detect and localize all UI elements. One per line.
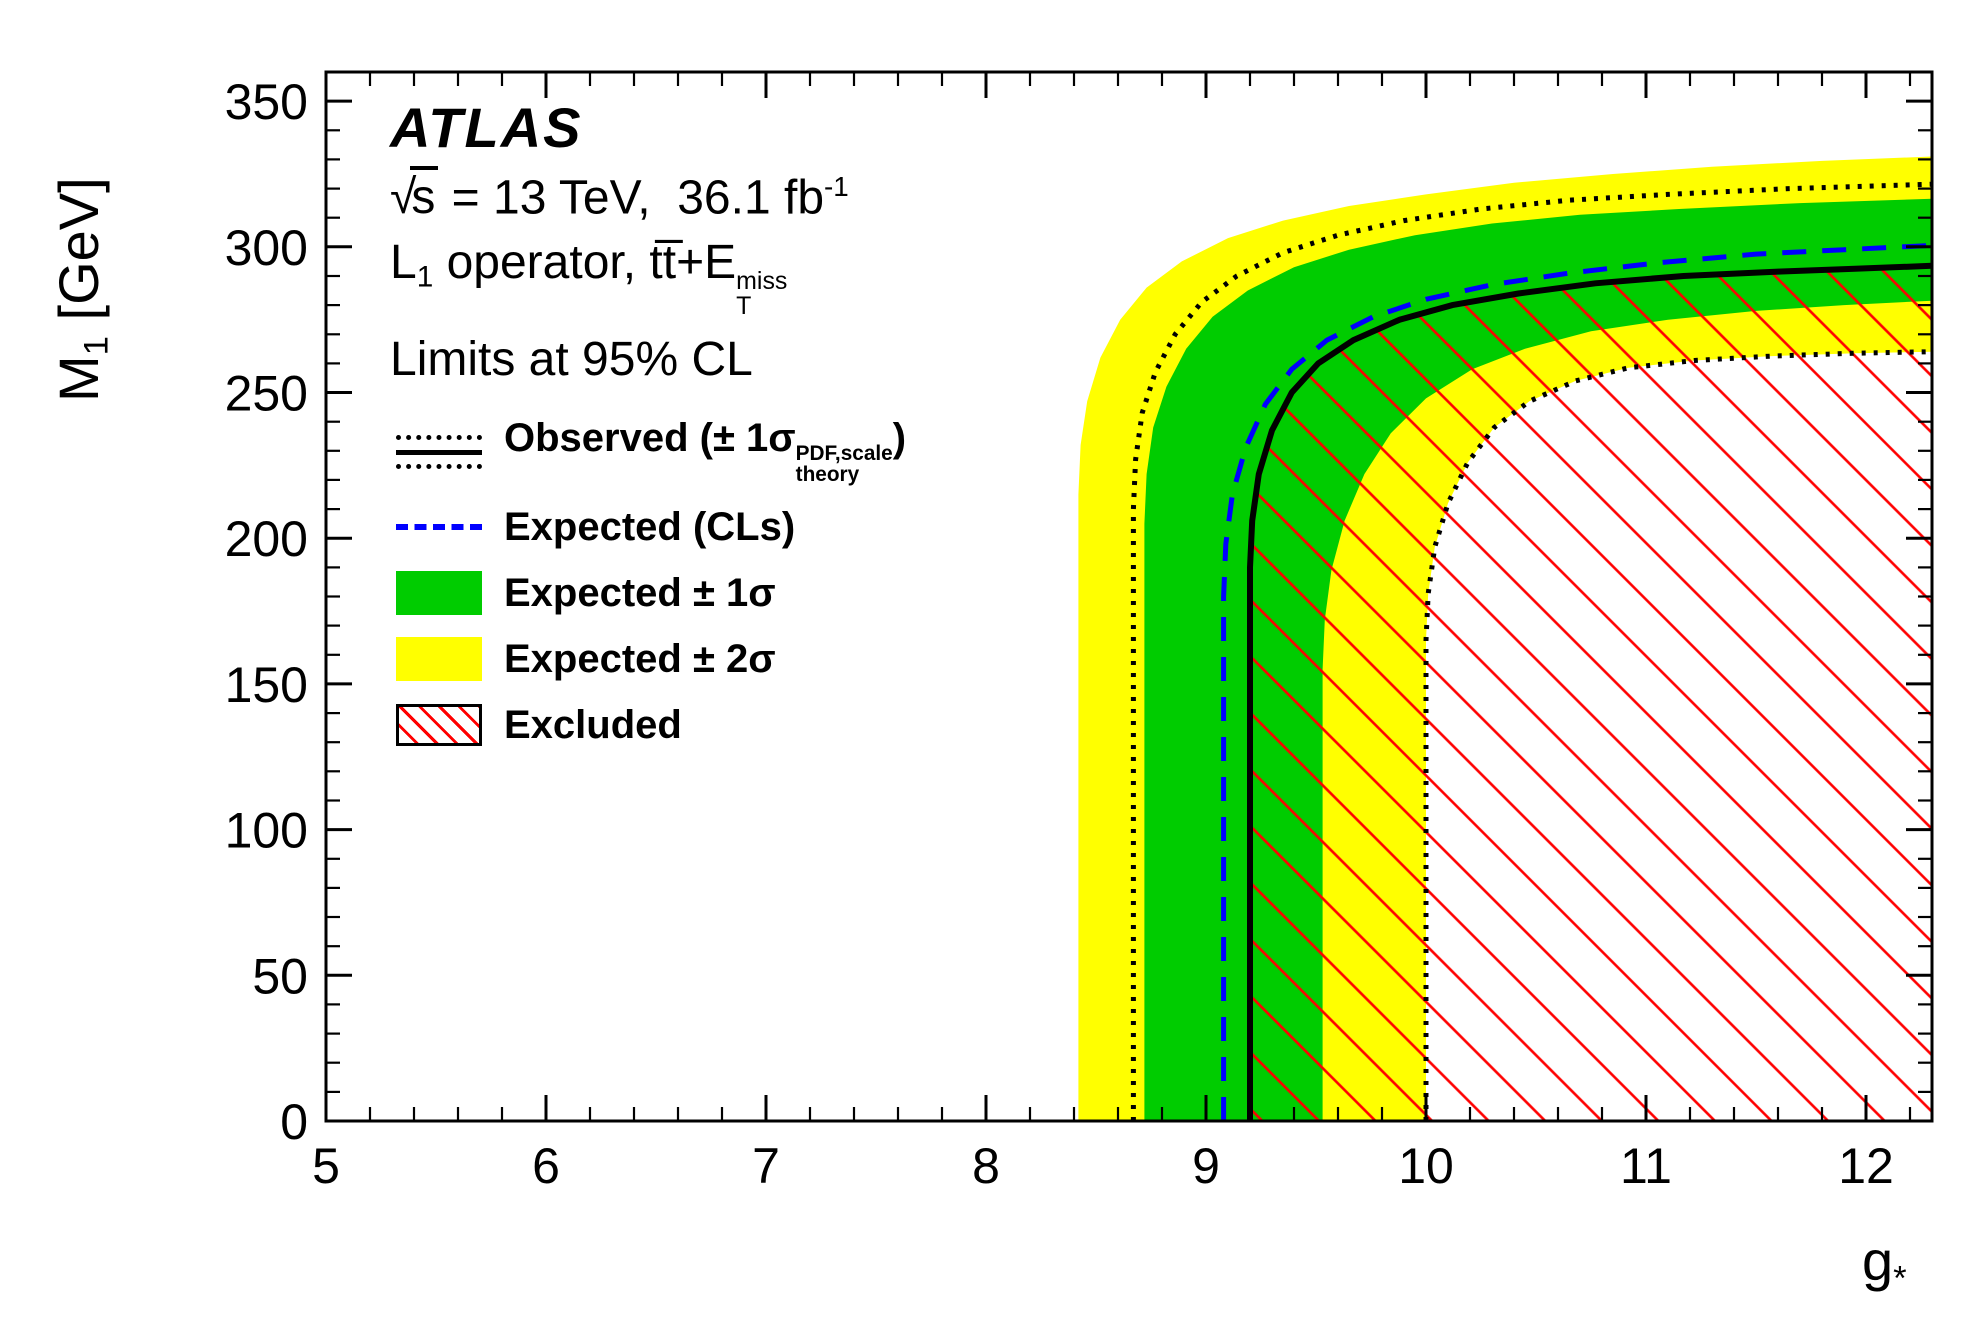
x-axis-label: g* (1862, 1228, 1907, 1299)
major-ticks (324, 72, 1932, 1123)
y-tick-labels: 0 50 100 150 200 250 300 350 (225, 74, 308, 1150)
minor-ticks (326, 72, 1932, 1121)
legend-observed-stack: PDF,scale theory (795, 442, 893, 486)
svg-text:350: 350 (225, 74, 308, 130)
excluded-region (1250, 265, 1932, 1121)
legend-observed-post: ) (892, 416, 907, 461)
x-axis-label-sub: * (1893, 1259, 1907, 1298)
expected-line-marker (396, 524, 482, 530)
svg-text:0: 0 (280, 1094, 308, 1150)
sqrt-symbol: √ (390, 171, 417, 225)
operator-subscript: 1 (416, 260, 434, 294)
excluded-marker (396, 704, 482, 746)
operator-name: L (390, 236, 417, 290)
legend-observed-sub: theory (795, 462, 860, 486)
legend-label-expected-1sigma: Expected ± 1σ (504, 571, 776, 615)
experiment-label: ATLAS (390, 96, 583, 159)
svg-text:50: 50 (252, 948, 308, 1004)
x-tick-labels: 5 6 7 8 9 10 11 12 (312, 1138, 1894, 1194)
legend-label-expected-2sigma: Expected ± 2σ (504, 637, 776, 681)
observed-line-marker (396, 450, 482, 455)
y-axis-label: M1 [GeV] (46, 177, 117, 402)
legend-label-excluded: Excluded (504, 703, 682, 747)
etmiss-subscript: T (736, 291, 752, 320)
legend-observed-pre: Observed (± 1σ (504, 416, 796, 461)
legend-row-expected-2sigma: Expected ± 2σ (396, 626, 906, 692)
legend-row-excluded: Excluded (396, 692, 906, 758)
x-axis-label-main: g (1862, 1229, 1894, 1292)
legend-label-observed: Observed (± 1σ PDF,scale theory) (504, 418, 906, 485)
svg-text:11: 11 (1620, 1138, 1672, 1194)
svg-text:250: 250 (225, 366, 308, 422)
energy-luminosity-line: √s = 13 TeV, 36.1 fb-1 (390, 166, 849, 225)
plot-header: ATLAS √s = 13 TeV, 36.1 fb-1 L1 operator… (390, 100, 849, 384)
svg-text:9: 9 (1192, 1138, 1220, 1194)
cl-line: Limits at 95% CL (390, 332, 753, 386)
energy-lumi-text: = 13 TeV, 36.1 fb (438, 171, 825, 225)
svg-text:300: 300 (225, 220, 308, 276)
svg-text:150: 150 (225, 657, 308, 713)
legend-row-observed: Observed (± 1σ PDF,scale theory) (396, 410, 906, 494)
legend-row-expected-1sigma: Expected ± 1σ (396, 560, 906, 626)
observed-band-marker (396, 435, 482, 469)
observed-plus-1sigma-theory-curve (1130, 181, 1932, 1121)
expected-2sigma-marker (396, 637, 482, 681)
expected-cls-curve (1221, 242, 1932, 1121)
etmiss-stack: miss T (736, 266, 788, 320)
y-axis-label-sub: 1 (77, 336, 116, 356)
observed-curve (1247, 262, 1932, 1121)
legend-row-expected: Expected (CLs) (396, 494, 906, 560)
expected-1sigma-marker (396, 571, 482, 615)
svg-text:10: 10 (1398, 1138, 1454, 1194)
svg-text:6: 6 (532, 1138, 560, 1194)
process-text: operator, tt̅+E (433, 236, 737, 290)
etmiss-superscript: miss (736, 266, 788, 295)
svg-text:5: 5 (312, 1138, 340, 1194)
legend-observed-sup: PDF,scale (795, 442, 893, 466)
svg-text:200: 200 (225, 511, 308, 567)
y-axis-label-unit: [GeV] (47, 177, 110, 337)
y-axis-label-main: M (47, 355, 110, 402)
legend-label-expected: Expected (CLs) (504, 505, 796, 549)
legend: Observed (± 1σ PDF,scale theory) Expected … (396, 410, 906, 758)
inverse-fb-exponent: -1 (824, 171, 849, 202)
operator-line: L1 operator, tt̅+E miss T (390, 239, 849, 318)
svg-text:8: 8 (972, 1138, 1000, 1194)
svg-text:12: 12 (1838, 1138, 1894, 1194)
svg-text:7: 7 (752, 1138, 780, 1194)
sqrt-s: s (410, 166, 439, 225)
svg-text:100: 100 (225, 803, 308, 859)
